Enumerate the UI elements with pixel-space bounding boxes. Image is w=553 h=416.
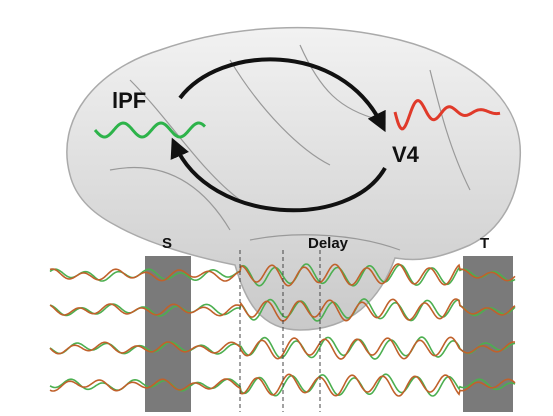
period-label: T — [480, 235, 489, 252]
region-label: V4 — [392, 142, 420, 167]
period-label: S — [162, 235, 172, 252]
figure: lPF V4 S Delay T — [0, 0, 553, 416]
period-label: Delay — [308, 235, 349, 252]
page: {"labels": {"region_a": "lPF", "region_b… — [0, 0, 553, 416]
region-label: lPF — [112, 88, 146, 113]
brain — [67, 28, 520, 330]
